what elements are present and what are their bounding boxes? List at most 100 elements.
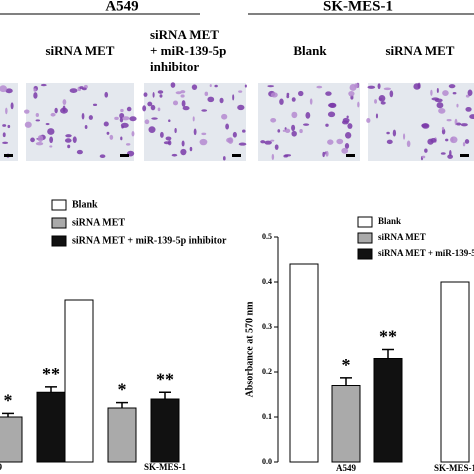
- cell: [464, 139, 470, 144]
- cell: [114, 116, 119, 121]
- image-label: siRNA MET: [46, 43, 115, 58]
- y-tick-label: 0.4: [262, 277, 272, 286]
- cell: [5, 88, 13, 94]
- micrograph: [144, 83, 246, 161]
- cell: [344, 132, 352, 139]
- cell: [383, 87, 392, 91]
- significance: *: [118, 380, 127, 400]
- scale-bar: [232, 154, 241, 157]
- micrograph: [0, 83, 18, 161]
- cell: [322, 151, 325, 158]
- cell: [291, 97, 296, 102]
- cell: [291, 130, 297, 137]
- cell: [327, 103, 336, 108]
- cell: [341, 147, 349, 154]
- cell: [325, 91, 332, 96]
- cell: [24, 121, 32, 128]
- cell: [60, 107, 68, 114]
- cell: [467, 89, 473, 96]
- cell: [264, 140, 272, 145]
- cell: [181, 100, 186, 107]
- cell: [62, 99, 67, 106]
- legend-swatch: [357, 216, 373, 228]
- legend-label: Blank: [72, 199, 98, 210]
- cell: [99, 154, 106, 158]
- cell: [449, 136, 458, 144]
- cell: [109, 134, 114, 140]
- cell: [406, 140, 411, 148]
- cell: [193, 128, 197, 136]
- cell: [81, 87, 87, 91]
- bar: [36, 391, 66, 463]
- image-label: siRNA MET + miR-139-5p inhibitor: [150, 27, 226, 74]
- cell: [465, 106, 472, 112]
- cell: [92, 103, 98, 107]
- cell: [65, 134, 72, 138]
- cell: [122, 116, 130, 121]
- cell: [35, 119, 41, 122]
- cell: [309, 98, 313, 105]
- cell: [49, 145, 53, 148]
- cell: [67, 144, 71, 149]
- cell: [448, 84, 456, 89]
- cell: [284, 128, 291, 134]
- micrograph: [26, 83, 134, 161]
- bar: [0, 416, 23, 463]
- cell: [72, 136, 77, 144]
- cell: [346, 115, 349, 119]
- cell: [232, 94, 235, 101]
- micrograph: [368, 83, 474, 161]
- significance: *: [4, 391, 13, 411]
- cell: [267, 85, 275, 88]
- cell: [201, 132, 207, 136]
- cell: [81, 112, 85, 120]
- cell: [76, 149, 83, 155]
- cell: [147, 101, 153, 107]
- cell: [238, 142, 247, 146]
- cell: [305, 111, 311, 119]
- cell: [189, 146, 193, 152]
- cell: [69, 88, 78, 93]
- cell: [199, 138, 208, 146]
- cell: [434, 98, 443, 103]
- cell: [354, 83, 359, 88]
- cell: [49, 136, 54, 144]
- image-label: Blank: [293, 43, 327, 58]
- cell: [191, 84, 198, 90]
- cell: [157, 90, 164, 94]
- cell: [148, 126, 156, 134]
- legend-swatch: [357, 248, 373, 260]
- cell: [207, 96, 215, 103]
- bar: [440, 281, 470, 463]
- cell: [374, 99, 378, 104]
- cell: [270, 139, 275, 142]
- cell: [277, 129, 281, 133]
- cell: [298, 90, 304, 97]
- cell: [238, 90, 243, 93]
- scale-bar: [346, 154, 355, 157]
- cell: [35, 112, 39, 117]
- cell: [430, 89, 433, 96]
- cell: [286, 94, 290, 99]
- cell: [121, 125, 124, 129]
- cell: [403, 133, 406, 140]
- cell: [237, 104, 245, 111]
- cell: [469, 114, 474, 120]
- cell: [125, 143, 131, 146]
- legend-swatch: [51, 199, 67, 211]
- cell: [106, 131, 110, 135]
- cell: [219, 97, 224, 104]
- cell: [152, 92, 155, 98]
- bar: [64, 299, 94, 463]
- cell: [104, 91, 109, 98]
- cell: [436, 88, 439, 93]
- cell: [325, 123, 329, 127]
- cell: [201, 109, 208, 112]
- micrographs: [0, 82, 474, 161]
- cell: [47, 128, 55, 135]
- legend-label: siRNA MET: [72, 217, 125, 228]
- cell: [283, 154, 289, 158]
- cell: [144, 119, 150, 125]
- cell: [2, 141, 9, 145]
- cell: [327, 139, 334, 145]
